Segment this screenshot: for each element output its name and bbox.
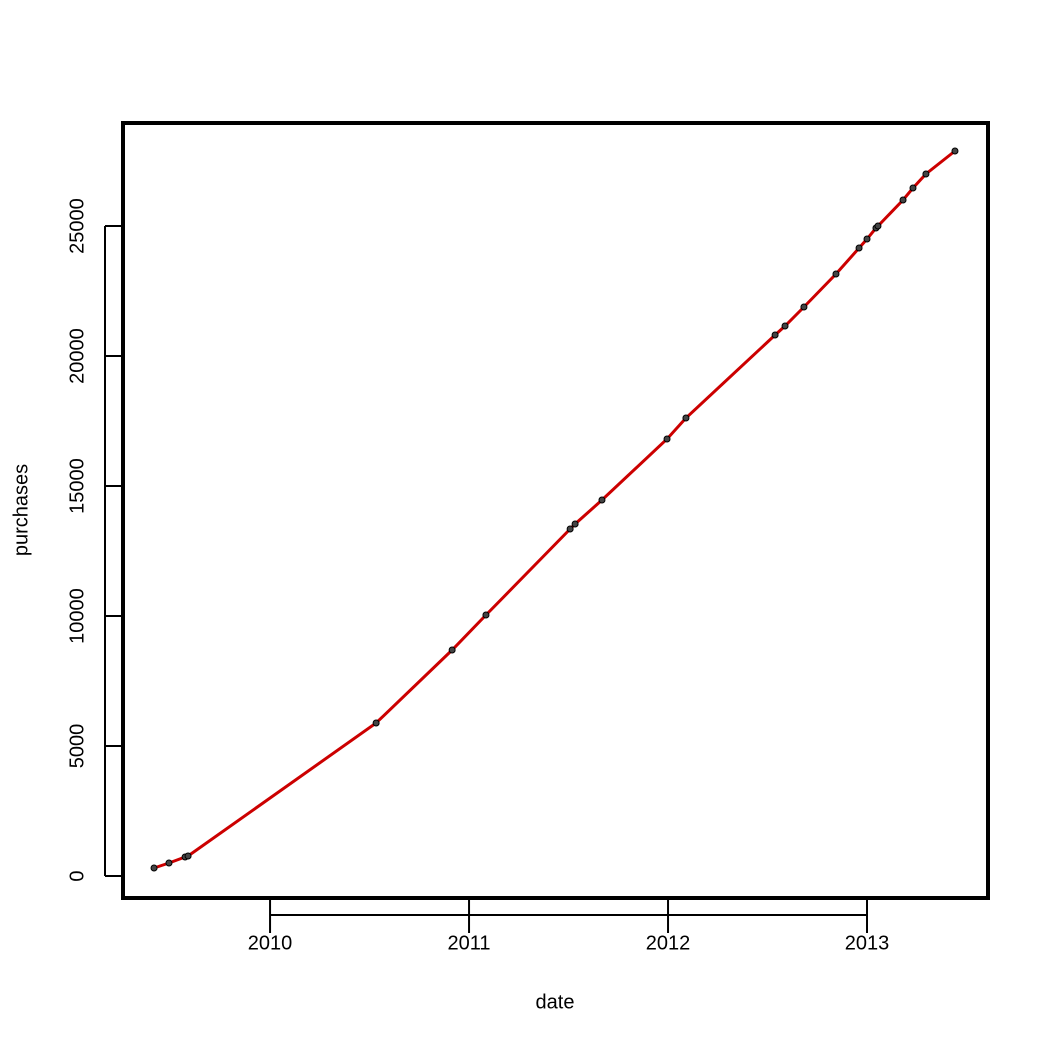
data-point [781, 322, 789, 330]
data-point [165, 859, 173, 867]
data-point [863, 235, 871, 243]
data-point [951, 147, 959, 155]
x-tick-label: 2010 [248, 932, 293, 954]
data-point [571, 520, 579, 528]
y-tick-label: 15000 [66, 458, 88, 514]
data-point [800, 303, 808, 311]
y-tick-label: 0 [66, 870, 88, 881]
x-tick-label: 2011 [448, 932, 491, 954]
data-point [598, 496, 606, 504]
data-point [855, 244, 863, 252]
data-point [832, 270, 840, 278]
y-tick-label: 5000 [66, 724, 88, 769]
data-point [566, 525, 574, 533]
data-point [448, 646, 456, 654]
data-point [922, 170, 930, 178]
x-tick-label: 2012 [646, 932, 691, 954]
data-point [771, 331, 779, 339]
data-point [184, 852, 192, 860]
y-tick-label: 25000 [66, 198, 88, 254]
data-line [153, 149, 956, 870]
data-point [682, 414, 690, 422]
data-point [899, 196, 907, 204]
data-point [150, 864, 158, 872]
y-tick-label: 20000 [66, 328, 88, 384]
data-point [482, 611, 490, 619]
plot-frame [121, 121, 990, 900]
data-point [372, 719, 380, 727]
y-axis-label: purchases [10, 464, 32, 556]
data-point [909, 184, 917, 192]
x-axis-label: date [536, 991, 575, 1013]
data-point [663, 435, 671, 443]
y-tick-label: 10000 [66, 588, 88, 644]
data-point [874, 222, 882, 230]
x-tick-label: 2013 [845, 932, 890, 954]
